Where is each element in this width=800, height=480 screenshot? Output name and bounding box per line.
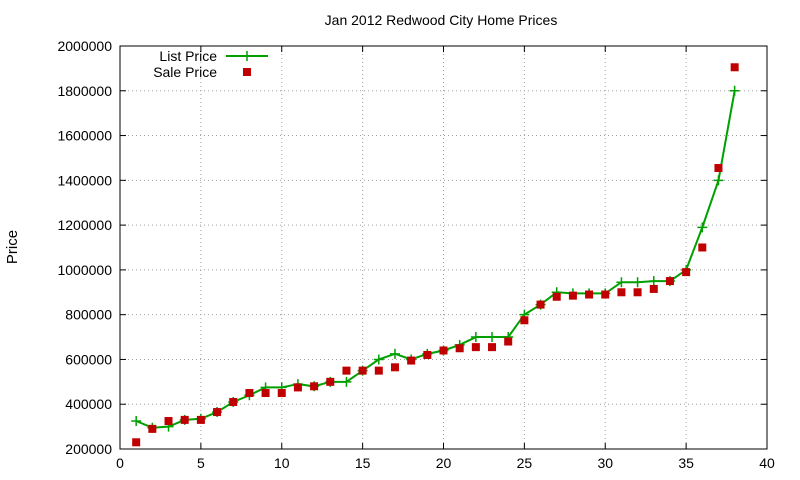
sale-price-point (180, 415, 189, 424)
sale-price-point (698, 243, 707, 252)
data-series (131, 63, 740, 447)
list-price-point (341, 376, 352, 387)
list-price-point (729, 85, 740, 96)
list-price-point (697, 222, 708, 233)
x-tick-label: 5 (197, 455, 205, 471)
list-price-point (632, 277, 643, 288)
legend-swatch-list-price-marker (242, 51, 252, 61)
x-tick-label: 0 (116, 455, 124, 471)
sale-price-point (310, 382, 319, 391)
sale-price-point (196, 415, 205, 424)
legend-label-sale-price: Sale Price (153, 64, 217, 80)
legend: List Price Sale Price (153, 48, 268, 80)
legend-label-list-price: List Price (159, 48, 217, 64)
sale-price-point (439, 346, 448, 355)
list-price-point (487, 332, 498, 343)
sale-price-point (326, 377, 335, 386)
sale-price-point (164, 417, 173, 426)
list-price-point (713, 175, 724, 186)
sale-price-point (665, 277, 674, 286)
sale-price-point (390, 363, 399, 372)
x-tick-label: 35 (678, 455, 694, 471)
list-price-point (373, 354, 384, 365)
y-axis-label: Price (4, 230, 21, 264)
sale-price-point (536, 300, 545, 309)
x-tick-label: 20 (436, 455, 452, 471)
y-tick-label: 1400000 (57, 172, 112, 188)
y-tick-label: 600000 (65, 351, 112, 367)
sale-price-point (423, 350, 432, 359)
list-price-point (470, 332, 481, 343)
x-tick-label: 25 (517, 455, 533, 471)
y-tick-label: 2000000 (57, 38, 112, 54)
sale-price-point (374, 366, 383, 375)
sale-price-point (358, 366, 367, 375)
sale-price-point (617, 288, 626, 297)
sale-price-point (245, 389, 254, 398)
y-tick-label: 1200000 (57, 217, 112, 233)
sale-price-point (714, 164, 723, 173)
sale-price-point (293, 383, 302, 392)
y-tick-label: 200000 (65, 441, 112, 457)
y-tick-label: 400000 (65, 396, 112, 412)
x-tick-label: 15 (355, 455, 371, 471)
sale-price-point (342, 366, 351, 375)
sale-price-point (455, 344, 464, 353)
x-tick-label: 40 (759, 455, 775, 471)
sale-price-point (552, 292, 561, 301)
sale-price-point (601, 290, 610, 299)
tick-labels: 0 5 10 15 20 25 30 35 40 200000 400000 600000 800000… (57, 38, 775, 471)
legend-swatch-sale-price (243, 68, 251, 76)
sale-price-point (261, 389, 270, 398)
sale-price-point (633, 288, 642, 297)
x-tick-label: 10 (274, 455, 290, 471)
sale-price-point (471, 343, 480, 352)
sale-price-point (213, 408, 222, 417)
sale-price-point (520, 316, 529, 325)
list-price-point (131, 416, 142, 427)
chart-title: Jan 2012 Redwood City Home Prices (325, 12, 558, 28)
sale-price-point (504, 337, 513, 346)
sale-price-point (682, 268, 691, 277)
y-tick-label: 800000 (65, 307, 112, 323)
sale-price-point (730, 63, 739, 72)
y-tick-label: 1800000 (57, 83, 112, 99)
sale-price-point (277, 389, 286, 398)
axes (119, 45, 768, 450)
y-tick-label: 1000000 (57, 262, 112, 278)
sale-price-point (649, 284, 658, 293)
list-price-point (389, 348, 400, 359)
sale-price-point (407, 356, 416, 365)
sale-price-point (148, 424, 157, 433)
sale-price-point (488, 343, 497, 352)
x-tick-label: 30 (597, 455, 613, 471)
sale-price-point (132, 438, 141, 447)
y-tick-label: 1600000 (57, 128, 112, 144)
sale-price-point (585, 290, 594, 299)
list-price-point (648, 276, 659, 287)
sale-price-point (568, 291, 577, 300)
sale-price-point (229, 397, 238, 406)
list-price-point (616, 277, 627, 288)
